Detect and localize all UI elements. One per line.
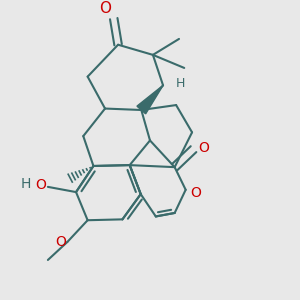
Polygon shape: [137, 85, 163, 114]
Text: H: H: [21, 177, 31, 191]
Text: O: O: [100, 1, 112, 16]
Text: O: O: [190, 186, 201, 200]
Text: O: O: [36, 178, 46, 192]
Text: O: O: [198, 141, 209, 155]
Text: O: O: [55, 235, 66, 249]
Text: H: H: [176, 77, 185, 90]
